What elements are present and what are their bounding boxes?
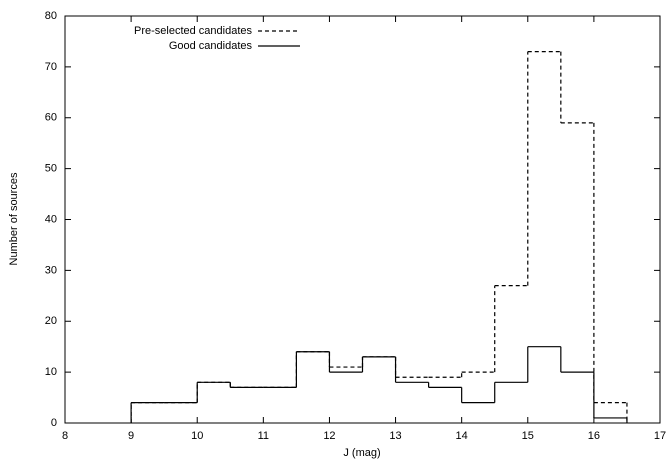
x-tick-label: 9 [128, 430, 134, 442]
y-tick-label: 40 [45, 213, 57, 225]
x-tick-label: 10 [191, 430, 203, 442]
x-tick-label: 13 [389, 430, 401, 442]
x-tick-label: 16 [588, 430, 600, 442]
y-tick-label: 80 [45, 10, 57, 22]
x-axis-label: J (mag) [343, 447, 380, 459]
y-tick-label: 30 [45, 264, 57, 276]
y-tick-label: 0 [51, 417, 57, 429]
x-tick-label: 11 [258, 430, 269, 442]
y-axis-label: Number of sources [8, 172, 20, 265]
x-tick-label: 15 [522, 430, 534, 442]
y-tick-label: 20 [45, 315, 57, 327]
x-tick-label: 12 [323, 430, 335, 442]
y-tick-label: 60 [45, 112, 57, 124]
y-tick-label: 50 [45, 163, 57, 175]
legend-label: Pre-selected candidates [134, 25, 253, 37]
x-tick-label: 14 [456, 430, 468, 442]
x-tick-label: 8 [62, 430, 68, 442]
x-tick-label: 17 [654, 430, 666, 442]
y-tick-label: 70 [45, 61, 57, 73]
legend-label: Good candidates [169, 40, 253, 52]
y-tick-label: 10 [45, 366, 57, 378]
